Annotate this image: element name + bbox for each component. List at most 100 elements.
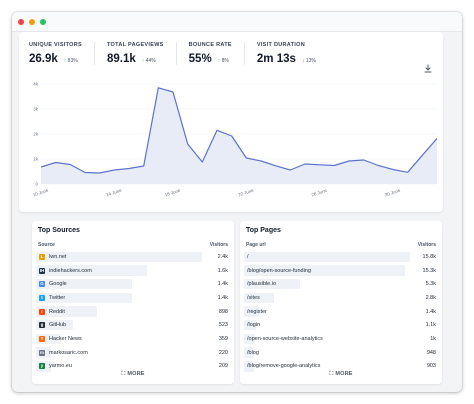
visitors-graph-card: UNIQUE VISITORS 26.9k ↑ 83% TOTAL PAGEVIEWS… (19, 32, 443, 212)
data-point[interactable] (128, 167, 131, 170)
page-row[interactable]: /register 1.4k (244, 305, 438, 319)
source-row[interactable]: r Reddit 898 (36, 305, 230, 319)
page-row[interactable]: /blog/remove-google-analytics 903 (244, 360, 438, 374)
row-label: Google (49, 281, 67, 288)
data-point[interactable] (54, 161, 57, 164)
row-bar (244, 333, 255, 345)
x-tick-label: 10 June (32, 188, 49, 198)
source-row[interactable]: t Twitter 1.4k (36, 291, 230, 305)
x-tick-label: 30 June (384, 188, 401, 198)
stat-0[interactable]: UNIQUE VISITORS 26.9k ↑ 83% (29, 42, 95, 65)
minimize-window-dot[interactable] (29, 18, 35, 25)
data-point[interactable] (421, 154, 424, 157)
row-bar (36, 333, 61, 345)
stat-2[interactable]: BOUNCE RATE 55% ↑ 8% (189, 42, 245, 65)
data-point[interactable] (230, 135, 233, 138)
row-value: 1.1k (425, 322, 436, 329)
visitors-chart[interactable]: 0 1k 2k 3k 4k 10 June 14 June 18 June 22 June 26 … (25, 76, 441, 206)
data-point[interactable] (84, 171, 87, 174)
expand-icon: ⛶ (121, 371, 126, 377)
row-value: 1.4k (217, 294, 228, 301)
data-point[interactable] (377, 164, 380, 167)
stat-change: ↑ 44% (142, 58, 156, 64)
page-row[interactable]: / 15.8k (244, 250, 438, 264)
stat-value: 2m 13s (256, 53, 296, 65)
page-row[interactable]: /sites 2.8k (244, 291, 438, 305)
row-bar (244, 347, 254, 358)
page-row[interactable]: /blog/open-source-funding 15.3k (244, 264, 438, 278)
source-row[interactable]: y yarmo.eu 209 (36, 360, 230, 374)
source-row[interactable]: Y Hacker News 359 (36, 332, 230, 346)
data-point[interactable] (289, 169, 292, 172)
data-point[interactable] (216, 129, 219, 132)
expand-icon: ⛶ (329, 371, 334, 377)
data-point[interactable] (201, 161, 204, 164)
row-value: 15.8k (422, 253, 436, 260)
data-point[interactable] (186, 143, 189, 146)
data-point[interactable] (40, 166, 43, 169)
row-label: Reddit (49, 308, 65, 315)
pages-more-button[interactable]: ⛶ MORE (240, 371, 442, 378)
row-label: /blog (247, 349, 259, 356)
data-point[interactable] (362, 159, 365, 162)
row-label: / (247, 253, 249, 260)
row-value: 903 (426, 363, 436, 370)
data-point[interactable] (274, 164, 277, 167)
data-point[interactable] (142, 165, 145, 168)
series-area (41, 87, 437, 184)
data-point[interactable] (260, 160, 263, 163)
row-bar (244, 292, 274, 304)
y-tick-label: 0 (35, 182, 38, 187)
stat-1[interactable]: TOTAL PAGEVIEWS 89.1k ↑ 44% (107, 42, 177, 65)
data-point[interactable] (113, 169, 116, 172)
row-bar (36, 292, 133, 304)
data-point[interactable] (172, 91, 175, 94)
source-row[interactable]: G Google 1.4k (36, 277, 230, 291)
row-bar (244, 265, 405, 276)
row-label: yarmo.eu (49, 363, 72, 370)
sources-column-visitors: Visitors (209, 242, 228, 248)
data-point[interactable] (392, 168, 395, 171)
data-point[interactable] (406, 171, 409, 174)
row-label: /blog/remove-google-analytics (247, 363, 321, 370)
data-point[interactable] (333, 164, 336, 167)
row-value: 948 (426, 349, 436, 356)
download-icon[interactable] (423, 64, 433, 74)
page-row[interactable]: /login 1.1k (244, 318, 438, 332)
data-point[interactable] (157, 86, 160, 89)
top-pages-title: Top Pages (246, 227, 281, 234)
source-row[interactable]: g GitHub 523 (36, 318, 230, 332)
data-point[interactable] (98, 172, 101, 175)
row-bar (36, 265, 148, 276)
row-label: Hacker News (49, 335, 82, 342)
row-value: 1k (430, 335, 436, 342)
page-row[interactable]: /plausible.io 5.3k (244, 277, 438, 291)
stat-3[interactable]: VISIT DURATION 2m 13s ↓ 13% (257, 42, 328, 65)
close-window-dot[interactable] (18, 18, 24, 25)
top-stats: UNIQUE VISITORS 26.9k ↑ 83% TOTAL PAGEVIEWS… (29, 42, 340, 65)
source-row[interactable]: IH indiehackers.com 1.6k (36, 264, 230, 278)
pages-list: / 15.8k/blog/open-source-funding 15.3k/pla… (244, 250, 438, 373)
data-point[interactable] (318, 163, 321, 166)
row-bar (244, 361, 254, 372)
series-line (40, 87, 438, 174)
row-value: 15.3k (422, 267, 436, 274)
stat-label: UNIQUE VISITORS (29, 42, 82, 48)
row-label: GitHub (49, 322, 67, 329)
data-point[interactable] (304, 163, 307, 166)
data-point[interactable] (436, 137, 439, 140)
row-label: /blog/open-source-funding (247, 267, 311, 274)
page-row[interactable]: /open-source-website-analytics 1k (244, 332, 438, 346)
sources-more-button[interactable]: ⛶ MORE (32, 371, 234, 378)
maximize-window-dot[interactable] (40, 18, 46, 25)
source-row[interactable]: m markosaric.com 220 (36, 346, 230, 360)
row-value: 523 (218, 322, 228, 329)
data-point[interactable] (245, 157, 248, 160)
page-row[interactable]: /blog 948 (244, 346, 438, 360)
data-point[interactable] (348, 160, 351, 163)
stat-change: ↓ 13% (302, 58, 316, 64)
data-point[interactable] (69, 163, 72, 166)
